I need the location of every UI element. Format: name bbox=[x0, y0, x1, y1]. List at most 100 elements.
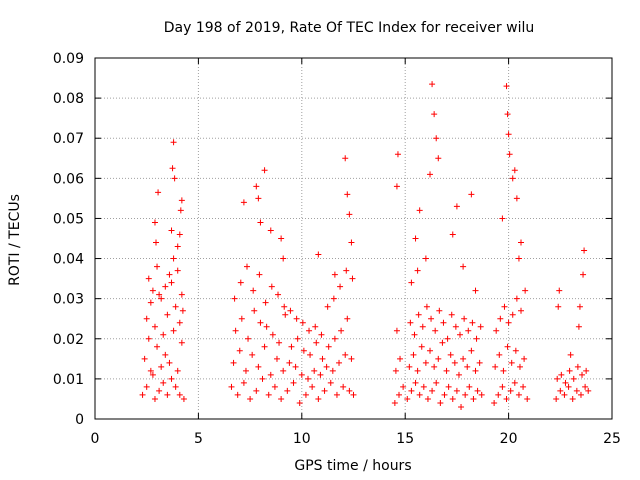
data-point bbox=[478, 391, 485, 398]
data-point bbox=[259, 375, 266, 382]
data-point bbox=[462, 391, 469, 398]
data-point bbox=[311, 367, 318, 374]
data-point bbox=[237, 279, 244, 286]
data-point bbox=[245, 335, 252, 342]
data-point bbox=[416, 391, 423, 398]
data-point bbox=[566, 367, 573, 374]
data-point bbox=[307, 351, 314, 358]
data-point bbox=[156, 387, 163, 394]
data-point bbox=[336, 359, 343, 366]
data-point bbox=[268, 283, 275, 290]
data-point bbox=[499, 383, 506, 390]
data-point bbox=[261, 343, 268, 350]
data-point bbox=[408, 279, 415, 286]
y-tick-label: 0.07 bbox=[53, 131, 84, 147]
data-point bbox=[325, 343, 332, 350]
y-tick-label: 0.03 bbox=[53, 292, 84, 308]
data-point bbox=[267, 227, 274, 234]
data-point bbox=[575, 323, 582, 330]
data-point bbox=[433, 135, 440, 142]
data-point bbox=[422, 359, 429, 366]
data-point bbox=[427, 171, 434, 178]
data-point bbox=[518, 239, 525, 246]
data-point bbox=[565, 383, 572, 390]
y-tick-label: 0 bbox=[75, 412, 84, 428]
data-point bbox=[321, 387, 328, 394]
data-point bbox=[149, 287, 156, 294]
data-point bbox=[453, 203, 460, 210]
data-point bbox=[411, 331, 418, 338]
data-point bbox=[473, 335, 480, 342]
data-point bbox=[395, 391, 402, 398]
data-point bbox=[176, 391, 183, 398]
data-point bbox=[439, 339, 446, 346]
x-axis-label: GPS time / hours bbox=[294, 458, 411, 474]
data-point bbox=[562, 379, 569, 386]
y-tick-label: 0.04 bbox=[53, 252, 84, 268]
data-point bbox=[441, 391, 448, 398]
y-tick-label: 0.06 bbox=[53, 171, 84, 187]
data-point bbox=[329, 367, 336, 374]
data-point bbox=[302, 391, 309, 398]
data-point bbox=[315, 395, 322, 402]
data-point bbox=[518, 307, 525, 314]
data-point bbox=[162, 351, 169, 358]
data-point bbox=[435, 155, 442, 162]
data-point bbox=[168, 227, 175, 234]
data-point bbox=[275, 291, 282, 298]
data-point bbox=[556, 287, 563, 294]
data-point bbox=[299, 319, 306, 326]
data-point bbox=[474, 387, 481, 394]
data-point bbox=[509, 175, 516, 182]
data-point bbox=[451, 359, 458, 366]
data-point bbox=[412, 379, 419, 386]
data-point bbox=[151, 395, 158, 402]
data-point bbox=[500, 367, 507, 374]
data-point bbox=[468, 191, 475, 198]
data-point bbox=[419, 323, 426, 330]
data-point bbox=[265, 391, 272, 398]
data-point bbox=[267, 371, 274, 378]
data-point bbox=[178, 339, 185, 346]
data-point bbox=[240, 199, 247, 206]
data-point bbox=[464, 363, 471, 370]
data-point bbox=[327, 379, 334, 386]
data-point bbox=[324, 303, 331, 310]
data-point bbox=[422, 255, 429, 262]
data-point bbox=[179, 307, 186, 314]
data-point bbox=[143, 315, 150, 322]
data-point bbox=[393, 327, 400, 334]
data-point bbox=[276, 339, 283, 346]
data-point bbox=[469, 319, 476, 326]
data-point bbox=[340, 383, 347, 390]
data-point bbox=[452, 323, 459, 330]
data-point bbox=[524, 395, 531, 402]
data-point bbox=[460, 355, 467, 362]
data-point bbox=[255, 195, 262, 202]
data-point bbox=[477, 323, 484, 330]
data-point bbox=[516, 363, 523, 370]
data-point bbox=[174, 243, 181, 250]
data-point bbox=[522, 287, 529, 294]
data-point bbox=[504, 111, 511, 118]
data-point bbox=[468, 347, 475, 354]
x-tick-label: 0 bbox=[91, 431, 100, 447]
data-point bbox=[154, 343, 161, 350]
data-point bbox=[280, 367, 287, 374]
data-point bbox=[348, 239, 355, 246]
x-tick-label: 15 bbox=[396, 431, 414, 447]
data-point bbox=[261, 167, 268, 174]
data-point bbox=[238, 315, 245, 322]
data-point bbox=[505, 131, 512, 138]
data-point bbox=[570, 375, 577, 382]
data-point bbox=[306, 327, 313, 334]
data-point bbox=[431, 111, 438, 118]
data-point bbox=[164, 391, 171, 398]
data-point bbox=[176, 319, 183, 326]
data-point bbox=[250, 287, 257, 294]
data-point bbox=[577, 391, 584, 398]
data-point bbox=[418, 343, 425, 350]
data-point bbox=[521, 355, 528, 362]
data-point bbox=[318, 331, 325, 338]
